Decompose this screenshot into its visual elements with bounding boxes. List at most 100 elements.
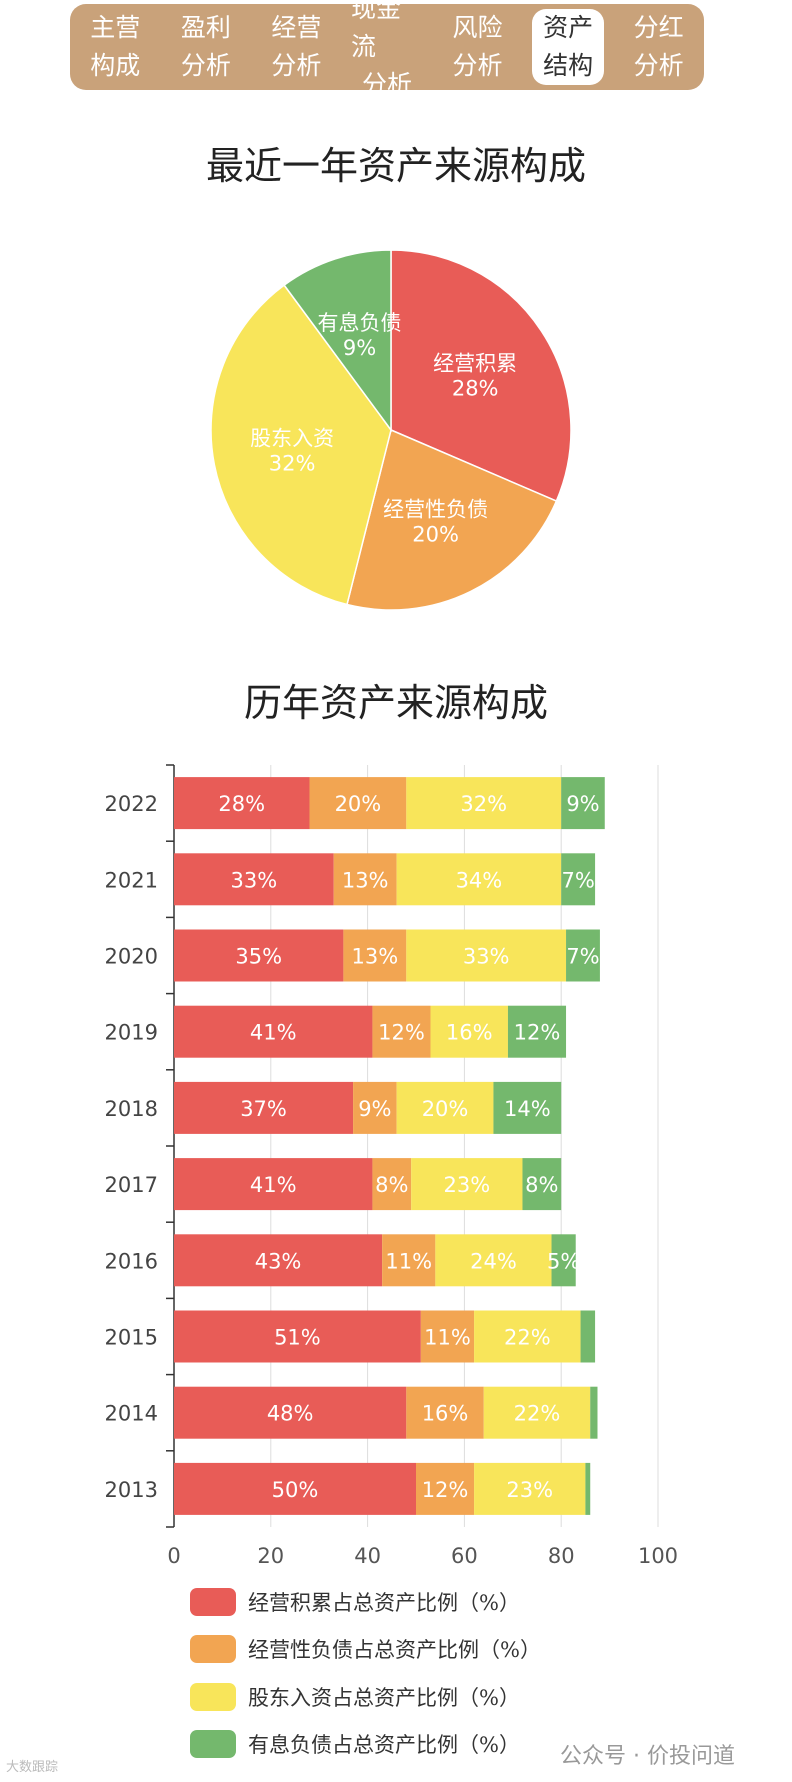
bar-segment — [372, 1158, 412, 1211]
bar-segment — [406, 929, 567, 982]
bar-segment — [174, 1158, 373, 1211]
bar-segment — [590, 1386, 598, 1439]
bar-data-label: 14% — [504, 1097, 551, 1121]
y-category-label: 2021 — [105, 868, 158, 892]
legend-swatch-red — [190, 1587, 236, 1616]
bar-data-label: 16% — [446, 1021, 493, 1045]
bar-segment — [174, 1081, 354, 1134]
bar-segment — [353, 1081, 397, 1134]
x-tick-label: 80 — [548, 1544, 575, 1568]
bar-segment — [406, 777, 562, 830]
bar-data-label: 8% — [525, 1173, 558, 1197]
bar-data-label: 28% — [218, 792, 265, 816]
bar-data-label: 12% — [422, 1478, 469, 1502]
tab-label-line1: 现金流 — [350, 0, 401, 61]
tab-main-business[interactable]: 主营 构成 — [79, 9, 151, 85]
tab-risk[interactable]: 风险 分析 — [442, 9, 514, 85]
y-category-label: 2022 — [105, 792, 158, 816]
legend-item: 经营性负债占总资产比例（%） — [190, 1626, 541, 1674]
pie-slice-value: 32% — [269, 451, 316, 475]
bar-data-label: 23% — [506, 1478, 553, 1502]
watermark-left: 大数跟踪 — [6, 1760, 59, 1775]
tab-label-line1: 盈利 — [180, 13, 231, 42]
bar-data-label: 33% — [231, 868, 278, 892]
bar-segment — [174, 1386, 407, 1439]
bar-data-label: 34% — [456, 868, 503, 892]
pie-slice-label: 经营积累 — [433, 352, 517, 376]
bar-segment — [430, 1005, 508, 1058]
bar-segment — [507, 1005, 567, 1058]
bar-segment — [174, 853, 334, 906]
tab-label-line2: 分析 — [180, 51, 231, 80]
tab-operations[interactable]: 经营 分析 — [260, 9, 332, 85]
pie-slice — [346, 428, 558, 611]
bar-segment — [435, 1234, 552, 1287]
bar-data-label: 20% — [335, 792, 382, 816]
bar-segment — [561, 853, 596, 906]
bar-segment — [174, 929, 344, 982]
legend-item: 股东入资占总资产比例（%） — [190, 1673, 541, 1721]
legend-item: 有息负债占总资产比例（%） — [190, 1721, 541, 1769]
x-tick-label: 100 — [638, 1544, 678, 1568]
bar-data-label: 20% — [422, 1097, 469, 1121]
legend-label: 经营积累占总资产比例（%） — [248, 1590, 520, 1615]
pie-chart-title: 最近一年资产来源构成 — [205, 144, 586, 188]
bar-data-label: 9% — [358, 1097, 391, 1121]
bar-segment — [333, 853, 397, 906]
pie-slice-label: 有息负债 — [318, 311, 402, 335]
bar-data-label: 51% — [274, 1326, 321, 1350]
y-category-label: 2020 — [105, 945, 158, 969]
tab-label-line1: 分红 — [633, 13, 684, 42]
legend-label: 有息负债占总资产比例（%） — [248, 1733, 520, 1758]
tab-profitability[interactable]: 盈利 分析 — [170, 9, 242, 85]
pie-slice-label: 经营性负债 — [383, 497, 488, 521]
bar-segment — [522, 1158, 562, 1211]
y-category-label: 2013 — [105, 1478, 158, 1502]
bar-segment — [382, 1234, 436, 1287]
tab-asset-structure[interactable]: 资产 结构 — [532, 9, 605, 85]
tab-label-line1: 风险 — [452, 13, 503, 42]
bar-data-label: 41% — [250, 1021, 297, 1045]
x-tick-label: 20 — [257, 1544, 284, 1568]
bar-data-label: 48% — [267, 1402, 314, 1426]
y-category-label: 2017 — [105, 1173, 158, 1197]
y-category-label: 2016 — [105, 1249, 158, 1273]
x-tick-label: 60 — [451, 1544, 478, 1568]
legend-swatch-orange — [190, 1635, 236, 1664]
tab-label-line2: 分析 — [361, 70, 412, 99]
watermark-right: 公众号 · 价投问道 — [560, 1744, 735, 1769]
legend-label: 经营性负债占总资产比例（%） — [248, 1638, 541, 1663]
tab-label-line2: 结构 — [543, 51, 594, 80]
bar-segment — [343, 929, 407, 982]
tab-label-line2: 构成 — [90, 51, 141, 80]
chart-legend: 经营积累占总资产比例（%） 经营性负债占总资产比例（%） 股东入资占总资产比例（… — [190, 1578, 541, 1768]
y-category-label: 2018 — [105, 1097, 158, 1121]
bar-segment — [411, 1158, 523, 1211]
bar-segment — [416, 1462, 475, 1515]
bar-segment — [396, 853, 562, 906]
x-tick-label: 40 — [354, 1544, 381, 1568]
tab-label-line2: 分析 — [271, 51, 322, 80]
bar-segment — [174, 1462, 416, 1515]
bar-data-label: 13% — [352, 945, 399, 969]
bar-segment — [493, 1081, 562, 1134]
x-tick-label: 0 — [167, 1544, 180, 1568]
tab-label-line2: 分析 — [633, 51, 684, 80]
bar-segment — [174, 1005, 373, 1058]
bar-segment — [580, 1310, 596, 1363]
tab-bar: 主营 构成 盈利 分析 经营 分析 现金流 分析 风险 分析 资产 结构 分红 分析 — [70, 0, 704, 99]
tab-label-line1: 经营 — [271, 13, 322, 42]
pie-slice — [283, 249, 392, 433]
tab-dividend[interactable]: 分红 分析 — [623, 9, 695, 85]
tab-cashflow[interactable]: 现金流分析 — [351, 0, 423, 99]
bar-segment — [309, 777, 407, 830]
bar-segment — [396, 1081, 494, 1134]
bar-data-label: 11% — [385, 1249, 432, 1273]
pie-slice-value: 9% — [343, 336, 376, 360]
bar-segment — [420, 1310, 475, 1363]
legend-item: 经营积累占总资产比例（%） — [190, 1578, 541, 1626]
bar-segment — [585, 1462, 591, 1515]
bar-segment — [174, 777, 310, 830]
tab-label-line1: 主营 — [90, 13, 141, 42]
y-category-label: 2015 — [105, 1326, 158, 1350]
